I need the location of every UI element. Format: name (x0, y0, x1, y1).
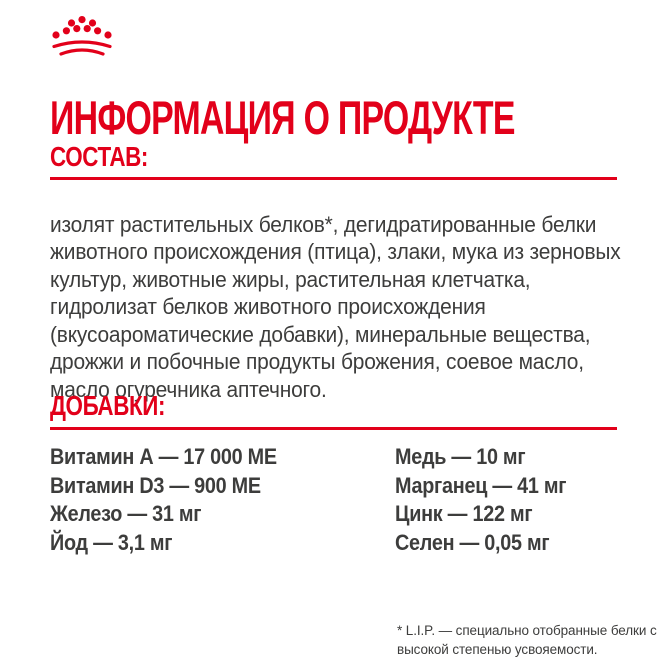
additives-divider (50, 427, 617, 430)
composition-text: изолят растительных белков*, дегидратиро… (50, 211, 621, 402)
royal-canin-crown-icon (52, 16, 112, 56)
composition-divider (50, 177, 617, 180)
additive-item: Витамин А — 17 000 МЕ (50, 444, 277, 469)
additive-item: Витамин D3 — 900 МЕ (50, 472, 261, 498)
additives-heading: ДОБАВКИ: (50, 390, 166, 421)
additives-column-right: Медь — 10 мг Марганец — 41 мг Цинк — 122… (395, 443, 567, 557)
additive-item: Йод — 3,1 мг (50, 529, 173, 555)
additive-item: Цинк — 122 мг (395, 501, 533, 526)
page-title: ИНФОРМАЦИЯ О ПРОДУКТЕ (50, 91, 515, 145)
lip-footnote: * L.I.P. — специально отобранные белки с… (397, 623, 657, 657)
additives-column-left: Витамин А — 17 000 МЕ Витамин D3 — 900 М… (50, 443, 277, 557)
additive-item: Медь — 10 мг (395, 444, 526, 469)
additive-item: Селен — 0,05 мг (395, 529, 550, 555)
additive-item: Железо — 31 мг (50, 501, 202, 526)
additive-item: Марганец — 41 мг (395, 472, 567, 498)
composition-heading: СОСТАВ: (50, 141, 148, 172)
